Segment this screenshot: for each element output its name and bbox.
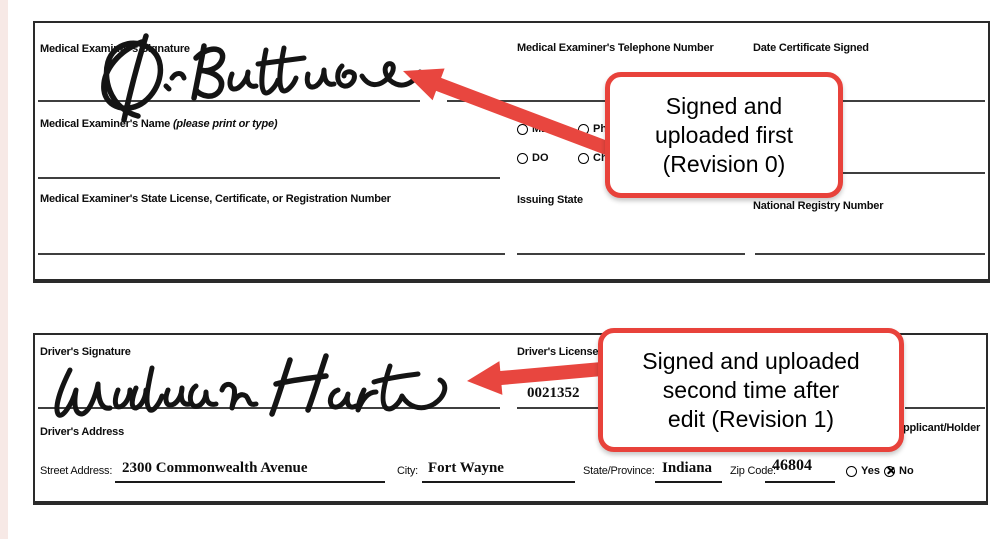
driver-signature-line bbox=[38, 407, 500, 409]
radio-do[interactable]: DO bbox=[517, 152, 549, 164]
driver-license-line bbox=[517, 407, 637, 409]
revision1-callout-line2: second time after bbox=[662, 376, 840, 403]
street-address-underline bbox=[115, 481, 385, 483]
driver-license-value: 0021352 bbox=[527, 385, 580, 401]
radio-md[interactable]: MD bbox=[517, 123, 549, 135]
radio-chiropractor[interactable]: Ch bbox=[578, 152, 608, 164]
city-value: Fort Wayne bbox=[428, 460, 504, 476]
issuing-state-label: Issuing State bbox=[517, 194, 583, 206]
street-address-label: Street Address: bbox=[40, 465, 113, 477]
city-underline bbox=[422, 481, 575, 483]
radio-do-circle[interactable] bbox=[517, 152, 528, 164]
city-label: City: bbox=[397, 465, 419, 477]
revision1-callout: Signed and uploaded second time after ed… bbox=[598, 328, 904, 452]
medical-examiner-signature-image bbox=[101, 33, 423, 123]
radio-yes[interactable]: Yes bbox=[846, 465, 880, 477]
driver-signature-image bbox=[54, 353, 448, 418]
revision1-callout-line3: edit (Revision 1) bbox=[667, 405, 835, 432]
driver-signature-label: Driver's Signature bbox=[40, 346, 131, 358]
print-or-type-hint: (please print or type) bbox=[172, 118, 278, 130]
radio-no-checked-circle[interactable] bbox=[884, 465, 895, 477]
zip-code-value: 46804 bbox=[772, 457, 812, 474]
radio-physician-circle[interactable] bbox=[578, 123, 589, 135]
medical-name-label: Medical Examiner's Name (please print or… bbox=[40, 118, 278, 130]
applicant-line bbox=[905, 407, 985, 409]
applicant-holder-label: pplicant/Holder bbox=[903, 422, 981, 434]
radio-md-circle[interactable] bbox=[517, 123, 528, 135]
zip-code-label: Zip Code: bbox=[730, 465, 776, 477]
radio-yes-circle[interactable] bbox=[846, 465, 857, 477]
state-province-value: Indiana bbox=[662, 460, 713, 476]
national-registry-line bbox=[755, 253, 985, 255]
revision0-callout-line2: uploaded first bbox=[654, 121, 794, 148]
state-province-label: State/Province: bbox=[583, 465, 655, 477]
medical-right-mid-line bbox=[745, 172, 985, 174]
revision0-callout-line1: Signed and bbox=[665, 92, 783, 119]
medical-license-label: Medical Examiner's State License, Certif… bbox=[40, 193, 391, 205]
date-certificate-signed-label: Date Certificate Signed bbox=[753, 42, 869, 54]
medical-license-line bbox=[38, 253, 505, 255]
revision0-callout: Signed and uploaded first (Revision 0) bbox=[605, 72, 843, 198]
state-underline bbox=[655, 481, 722, 483]
national-registry-label: National Registry Number bbox=[753, 200, 884, 212]
driver-address-label: Driver's Address bbox=[40, 426, 124, 438]
driver-license-label: Driver's License Num bbox=[517, 346, 598, 358]
issuing-state-line bbox=[517, 253, 745, 255]
radio-no[interactable]: No bbox=[884, 465, 914, 477]
date-signed-line bbox=[745, 100, 985, 102]
medical-telephone-label: Medical Examiner's Telephone Number bbox=[517, 42, 714, 54]
medical-name-line bbox=[38, 177, 500, 179]
radio-chiropractor-circle[interactable] bbox=[578, 152, 589, 164]
page-left-margin-strip bbox=[0, 0, 8, 539]
street-address-value: 2300 Commonwealth Avenue bbox=[122, 460, 308, 476]
revision1-callout-line1: Signed and uploaded bbox=[642, 347, 860, 374]
medical-signature-line bbox=[38, 100, 420, 102]
revision0-callout-line3: (Revision 0) bbox=[662, 150, 786, 177]
zip-underline bbox=[765, 481, 835, 483]
